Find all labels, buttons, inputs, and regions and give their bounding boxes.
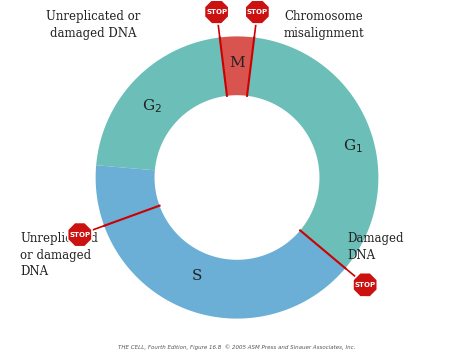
- Polygon shape: [353, 273, 377, 297]
- Text: Unreplicated or
damaged DNA: Unreplicated or damaged DNA: [46, 10, 140, 40]
- Polygon shape: [68, 223, 92, 247]
- Text: Damaged
DNA: Damaged DNA: [348, 232, 404, 262]
- Text: STOP: STOP: [247, 9, 268, 15]
- Text: THE CELL, Fourth Edition, Figure 16.8  © 2005 ASM Press and Sinauer Associates, : THE CELL, Fourth Edition, Figure 16.8 © …: [118, 344, 356, 350]
- Polygon shape: [204, 0, 229, 24]
- Polygon shape: [220, 37, 254, 96]
- Polygon shape: [96, 165, 345, 318]
- Text: STOP: STOP: [355, 282, 376, 288]
- Text: STOP: STOP: [206, 9, 227, 15]
- Text: M: M: [229, 56, 245, 70]
- Text: STOP: STOP: [69, 231, 91, 237]
- Text: G$_1$: G$_1$: [343, 138, 363, 155]
- Text: Chromosome
misalignment: Chromosome misalignment: [284, 10, 365, 40]
- Text: S: S: [192, 269, 202, 283]
- Polygon shape: [245, 0, 270, 24]
- Polygon shape: [247, 38, 378, 268]
- Polygon shape: [96, 38, 227, 170]
- Text: Unreplicated
or damaged
DNA: Unreplicated or damaged DNA: [20, 232, 98, 278]
- Text: G$_2$: G$_2$: [142, 98, 162, 115]
